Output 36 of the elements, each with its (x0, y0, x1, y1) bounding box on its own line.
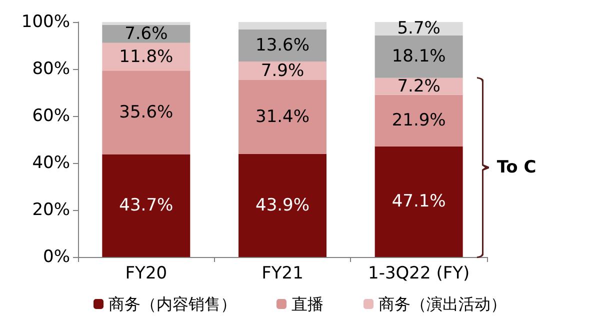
bar (238, 80, 326, 154)
data-label: 35.6% (119, 102, 174, 122)
data-label: 7.9% (260, 60, 304, 81)
x-tick-label: FY21 (262, 264, 304, 284)
data-label: 5.7% (397, 18, 440, 39)
data-label: 7.6% (124, 24, 168, 44)
x-tick-label: FY20 (125, 264, 168, 284)
bar (102, 70, 190, 154)
data-label: 11.8% (119, 46, 174, 67)
bar (238, 30, 326, 62)
legend-label: 直播 (292, 294, 324, 314)
bar (374, 146, 463, 257)
bar (102, 154, 190, 257)
y-tick-label: 40% (32, 153, 70, 173)
data-label: 21.9% (392, 110, 446, 131)
y-tick-label: 20% (32, 200, 70, 220)
y-tick-label: 60% (32, 106, 70, 126)
legend-label: 商务（演出活动） (378, 294, 506, 314)
x-tick-label: 1-3Q22 (FY) (368, 264, 470, 284)
y-tick-label: 100% (21, 12, 70, 32)
bar (238, 22, 326, 30)
bar (374, 35, 463, 78)
bar (238, 154, 326, 257)
data-label: 43.7% (119, 196, 174, 216)
legend-label: 商务（内容销售） (108, 294, 236, 314)
y-tick-label: 0% (43, 247, 70, 267)
bar (102, 22, 190, 26)
text: To C (496, 157, 536, 178)
data-label: 18.1% (392, 46, 446, 67)
data-label: 31.4% (255, 106, 310, 127)
y-tick-label: 80% (32, 59, 70, 79)
bar (374, 94, 463, 146)
data-label: 7.2% (397, 76, 440, 96)
data-label: 47.1% (392, 192, 446, 212)
data-label: 13.6% (255, 36, 310, 56)
data-label: 43.9% (255, 195, 310, 216)
